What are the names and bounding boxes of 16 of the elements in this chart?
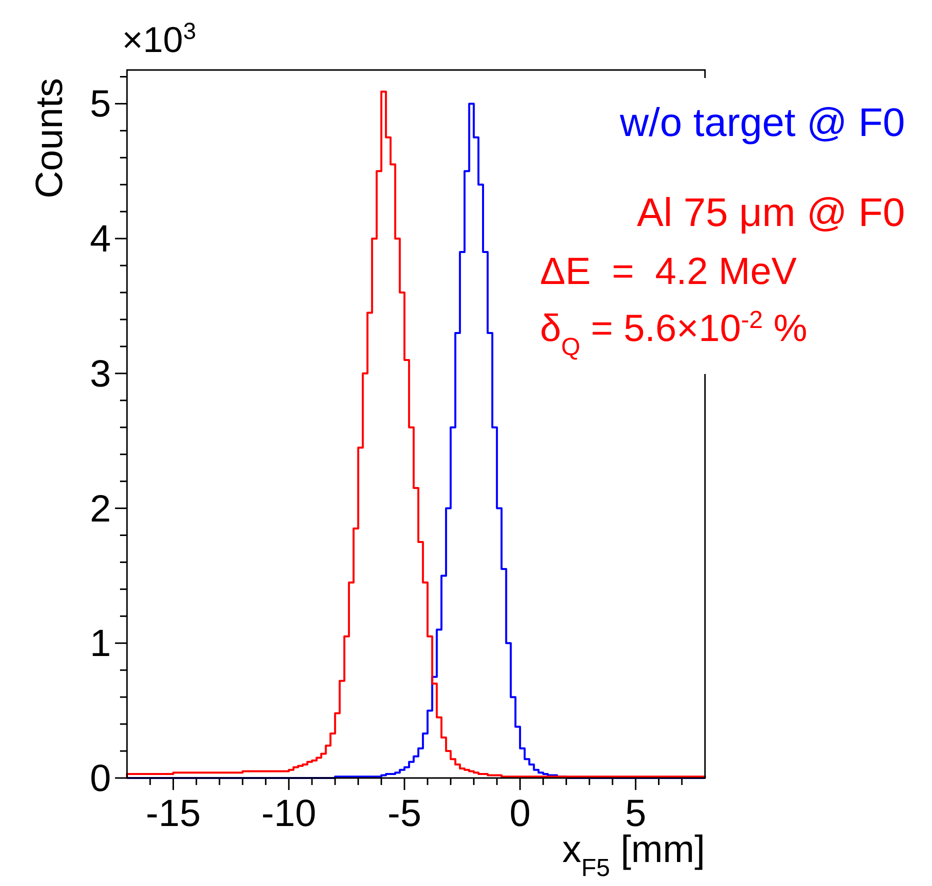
y-tick-label: 5 (90, 84, 111, 126)
y-tick-label: 4 (90, 218, 111, 261)
text: w/o target @ F0 (618, 101, 905, 145)
y-tick-label: 2 (90, 488, 111, 530)
x-tick-label: -5 (388, 793, 422, 835)
y-axis-title: Counts (29, 78, 71, 198)
text: Al 75 μm @ F0 (636, 191, 905, 235)
x-tick-label: -10 (261, 793, 316, 835)
x-tick-label: -15 (146, 793, 201, 835)
x-tick-label: 0 (509, 793, 531, 835)
y-tick-label: 0 (90, 758, 111, 800)
y-tick-label: 3 (90, 353, 111, 396)
text: ×10$^{3}$ (122, 18, 196, 60)
annotation: δ$_{Q}$ = 5.6×10$^{-2}$ % (540, 306, 808, 360)
y-tick-label: 1 (90, 623, 111, 666)
annotation: ΔE = 4.2 MeV (540, 251, 798, 293)
